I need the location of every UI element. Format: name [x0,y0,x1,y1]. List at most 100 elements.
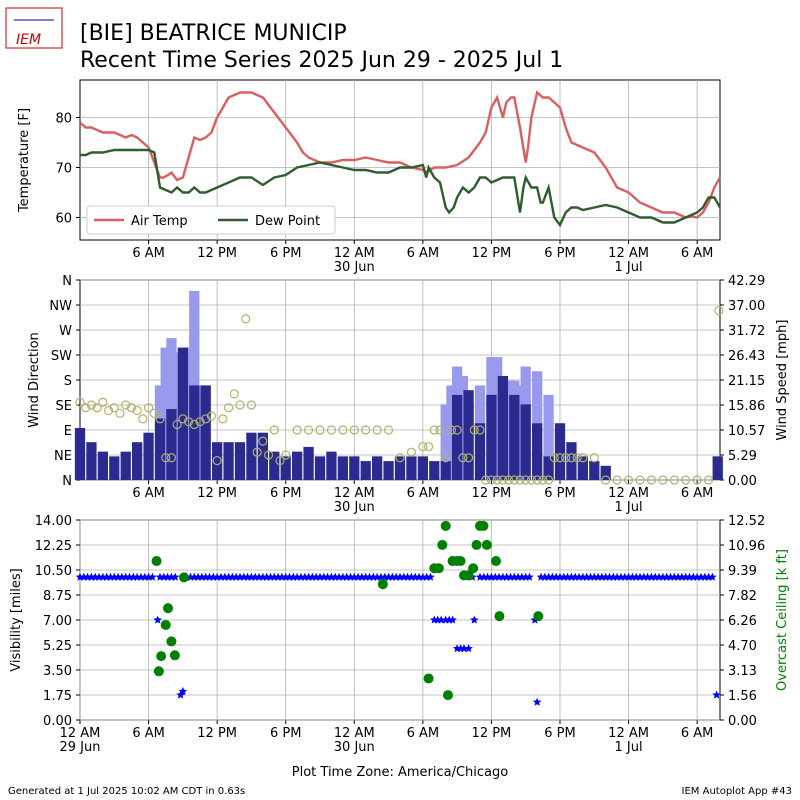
ceiling-point [166,636,177,647]
wind-direction-point [155,414,165,424]
x-tick-label: 6 AM [132,246,165,261]
y-tick-label: N [62,474,72,489]
x-tick-sublabel: 30 Jun [334,500,375,515]
wind-speed-bar [189,385,200,480]
visibility-point [624,572,633,581]
wind-direction-point [103,405,114,416]
visibility-point [426,572,435,581]
wind-direction-point [589,453,599,463]
wind-direction-point [646,475,657,485]
wind-gust-bar [543,394,554,480]
ceiling-point [179,572,189,583]
wind-direction-point [526,475,537,485]
x-tick-label: 6 PM [270,246,301,261]
visibility-point [525,572,534,581]
ceiling-point [423,673,434,684]
wind-direction-point [263,450,274,460]
wind-direction-point [121,400,131,410]
wind-direction-point [498,475,508,485]
wind-gust-bar [457,375,468,480]
iem-logo: IEM [5,7,63,49]
ceiling-point [169,650,180,661]
wind-direction-point [303,425,314,435]
wind-gust-bar [194,385,206,480]
visibility-point [544,572,553,581]
visibility-point [666,572,675,581]
air-temp-line [79,90,722,219]
visibility-point [266,572,275,581]
ceiling-point [478,520,489,531]
y-axis-label: Wind Direction [27,332,42,428]
wind-direction-point [172,419,182,430]
wind-speed-bar [372,456,383,480]
chart-title: [BIE] BEATRICE MUNICIP [80,21,347,46]
wind-speed-bar [509,394,520,480]
wind-gust-bar [440,404,451,480]
wind-speed-bar [280,456,291,480]
wind-direction-point [149,408,159,418]
wind-speed-bar [223,442,234,480]
visibility-point [235,572,245,581]
y-axis-label: Visibility [miles] [9,568,24,671]
visibility-point [193,572,203,581]
y-tick-label: N [62,274,72,289]
wind-direction-point [126,403,137,413]
wind-direction-point [338,425,348,435]
wind-speed-bar [360,461,371,480]
visibility-point [470,615,479,624]
x-tick-label: 6 AM [407,246,440,261]
wind-speed-bar [600,465,611,480]
wind-gust-bar [160,347,171,480]
wind-direction-point [423,442,434,452]
wind-speed-bar [474,423,486,480]
visibility-point [391,572,401,581]
ceiling-point [533,611,544,622]
wind-speed-bar [383,461,394,480]
wind-speed-bar [212,442,223,480]
visibility-point [171,572,180,581]
wind-direction-point [109,403,119,413]
visibility-point [155,572,165,581]
wind-direction-point [435,425,445,435]
wind-direction-point [458,453,468,463]
wind-direction-point [469,425,479,435]
wind-speed-bar [406,456,417,480]
x-tick-sublabel: 1 Jul [615,740,643,755]
wind-speed-bar [257,432,268,480]
y-right-tick-label: 15.86 [728,399,765,414]
visibility-point [555,572,565,581]
visibility-point [475,572,485,581]
wind-speed-bar [74,427,86,480]
wind-direction-point [601,475,611,485]
wind-direction-point [532,475,542,485]
wind-speed-bar [200,385,211,480]
wind-speed-bar [394,456,406,480]
wind-direction-point [183,417,194,427]
wind-direction-point [538,475,548,485]
wind-speed-bar [303,446,314,480]
wind-direction-point [161,453,171,463]
wind-direction-point [132,405,142,416]
ceiling-point [156,651,167,662]
y-right-tick-label: 42.29 [728,274,765,289]
x-tick-label: 6 AM [407,726,440,741]
wind-direction-point [206,411,217,421]
y-right-tick-label: 26.43 [728,349,765,364]
wind-speed-bar [349,456,360,480]
visibility-point [677,572,687,581]
visibility-point [670,572,679,581]
visibility-point [590,572,599,581]
visibility-point [388,572,397,581]
y-right-tick-label: 4.70 [728,639,757,654]
visibility-point [430,615,439,624]
y-tick-label: S [64,374,72,389]
visibility-point [148,572,157,581]
y-right-tick-label: 1.56 [728,689,757,704]
wind-direction-point [635,475,645,485]
wind-speed-bar [177,347,188,480]
wind-direction-point [166,453,177,463]
wind-speed-bar [520,404,531,480]
wind-direction-point [509,475,519,485]
wind-gust-bar [514,385,526,480]
visibility-point [673,572,683,581]
